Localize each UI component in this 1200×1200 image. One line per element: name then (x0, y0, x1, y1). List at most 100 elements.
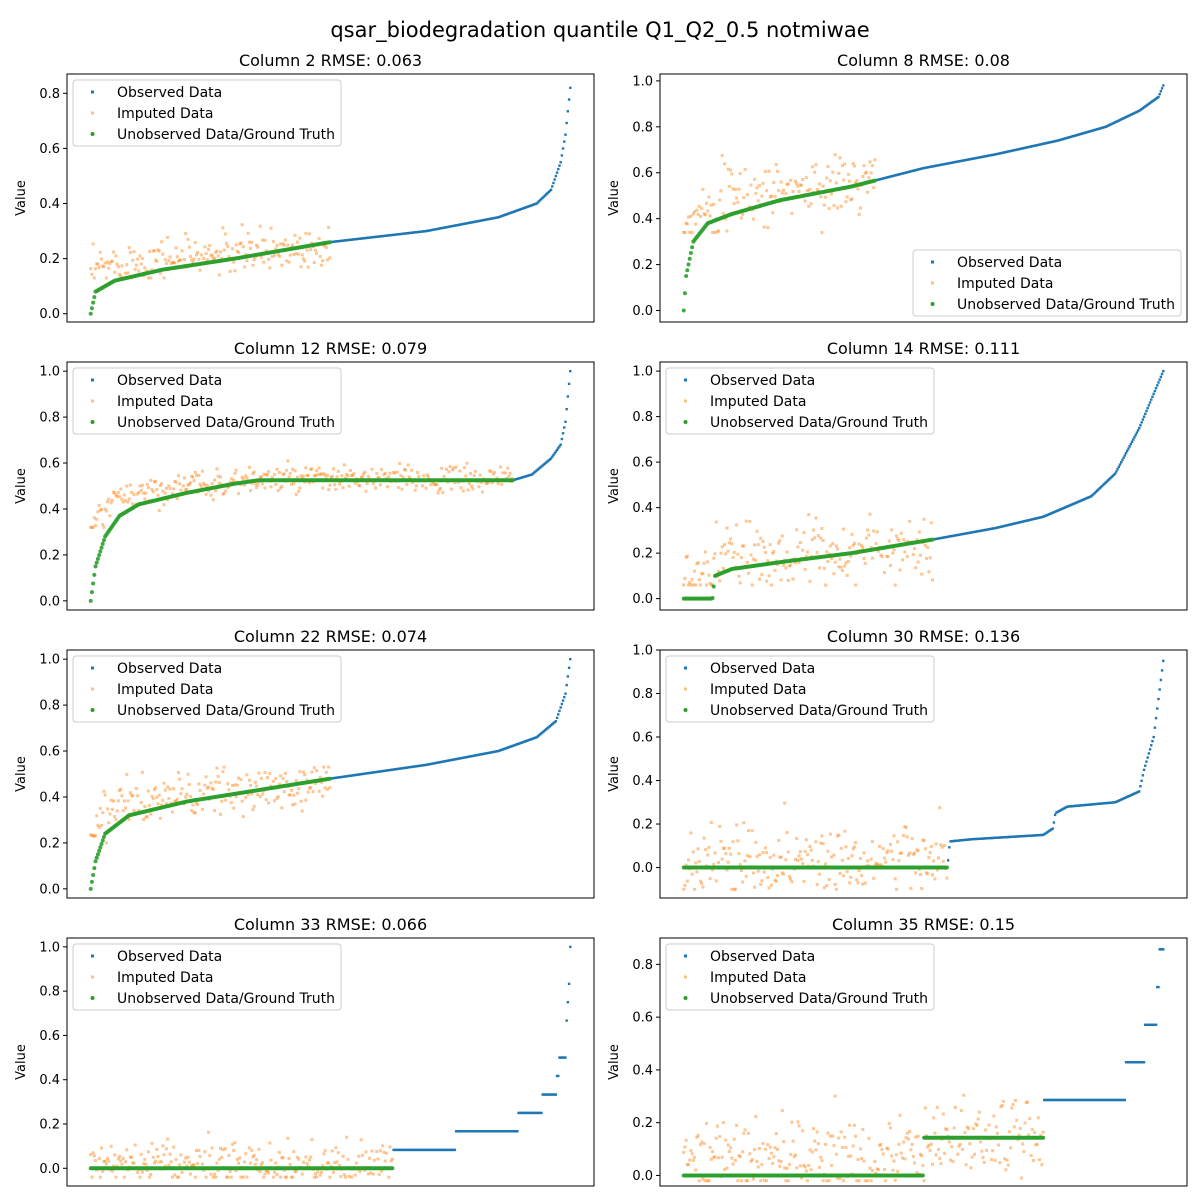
observed-point (537, 1111, 541, 1115)
observed-point (475, 220, 478, 223)
imputed-point (170, 1175, 174, 1179)
imputed-point (806, 189, 810, 193)
observed-point (980, 155, 983, 159)
imputed-point (172, 261, 176, 265)
imputed-point (162, 781, 166, 785)
observed-point (423, 763, 427, 767)
ground-truth-point (92, 866, 97, 871)
subplot-6: Column 30 RMSE: 0.136Value0.00.20.40.60.… (607, 627, 1188, 899)
imputed-point (736, 839, 740, 843)
observed-point (948, 535, 951, 538)
observed-point (340, 239, 344, 242)
observed-point (1085, 131, 1088, 134)
observed-point (345, 239, 348, 242)
imputed-point (745, 854, 749, 858)
legend-box (72, 367, 342, 435)
observed-point (1093, 1098, 1096, 1102)
imputed-point (138, 484, 142, 488)
observed-point (942, 163, 945, 166)
observed-point (424, 1148, 428, 1152)
observed-point (531, 472, 535, 475)
imputed-point (321, 259, 325, 263)
imputed-point (890, 849, 894, 853)
observed-point (1064, 505, 1068, 509)
imputed-point (92, 834, 96, 838)
imputed-point (898, 852, 902, 856)
observed-point (1057, 810, 1060, 813)
imputed-point (163, 1164, 167, 1168)
imputed-point (830, 1163, 834, 1167)
observed-point (993, 526, 997, 530)
imputed-point (691, 1158, 695, 1162)
imputed-point (956, 1152, 960, 1156)
imputed-point (745, 560, 749, 564)
observed-point (542, 730, 546, 733)
imputed-point (819, 841, 823, 845)
imputed-point (297, 787, 301, 791)
imputed-point (118, 273, 122, 277)
imputed-point (893, 583, 897, 587)
observed-point (502, 1130, 506, 1133)
subplot-8: Column 35 RMSE: 0.15Value0.00.20.40.60.8… (607, 915, 1188, 1187)
observed-point (1067, 1098, 1070, 1102)
observed-point (1061, 138, 1064, 141)
observed-point (518, 742, 522, 745)
observed-point (458, 1130, 461, 1133)
imputed-point (203, 245, 207, 249)
imputed-point (756, 543, 760, 547)
observed-point (1159, 948, 1163, 951)
observed-point (1021, 520, 1024, 523)
imputed-point (884, 1179, 888, 1183)
imputed-point (289, 788, 293, 792)
imputed-point (469, 472, 473, 476)
imputed-point (762, 545, 766, 549)
imputed-point (169, 261, 173, 265)
imputed-point (914, 871, 918, 875)
observed-point (1008, 835, 1011, 839)
imputed-point (735, 1123, 739, 1127)
imputed-point (687, 858, 691, 862)
observed-point (972, 157, 975, 160)
imputed-point (176, 1175, 180, 1179)
imputed-point (702, 1142, 706, 1146)
observed-point (1099, 127, 1102, 130)
observed-point (1067, 136, 1070, 139)
imputed-point (793, 179, 797, 183)
imputed-point (937, 856, 941, 860)
observed-point (1145, 1023, 1148, 1026)
imputed-point (157, 509, 161, 513)
observed-point (1076, 133, 1080, 136)
imputed-point (760, 1163, 764, 1167)
observed-point (1097, 127, 1100, 131)
imputed-point (315, 469, 319, 473)
imputed-point (114, 493, 118, 497)
imputed-point (763, 1147, 767, 1151)
imputed-point (102, 1160, 106, 1164)
legend-marker (683, 708, 688, 712)
observed-point (361, 237, 364, 240)
observed-point (421, 1148, 424, 1152)
observed-point (1010, 835, 1014, 839)
imputed-point (749, 553, 753, 557)
observed-point (340, 775, 344, 779)
imputed-point (700, 572, 704, 576)
imputed-point (91, 242, 95, 246)
observed-point (1156, 96, 1159, 100)
imputed-point (231, 784, 235, 788)
imputed-point (253, 255, 257, 259)
imputed-point (781, 563, 785, 567)
observed-point (559, 443, 562, 446)
imputed-point (448, 465, 452, 469)
observed-point (492, 750, 495, 754)
imputed-point (234, 1169, 238, 1173)
observed-point (1069, 135, 1072, 139)
observed-point (477, 219, 481, 223)
observed-series (512, 369, 572, 482)
observed-point (880, 177, 884, 180)
observed-point (447, 759, 451, 762)
observed-point (1151, 1023, 1154, 1026)
imputed-point (868, 160, 872, 164)
observed-point (1044, 142, 1047, 145)
imputed-point (336, 469, 340, 473)
observed-point (938, 163, 941, 167)
